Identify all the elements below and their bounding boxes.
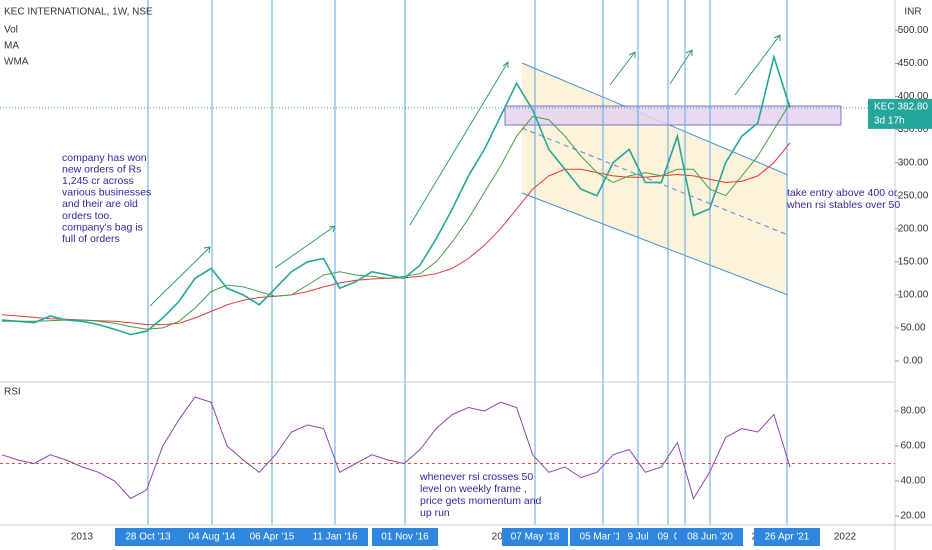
- annotation: when rsi stables over 50: [786, 199, 900, 211]
- annotation: take entry above 400 or: [787, 187, 898, 199]
- arrows: [149, 34, 781, 307]
- y-tick-label: 500.00: [898, 25, 929, 36]
- time-label-box: [502, 528, 568, 546]
- time-label-box: [754, 528, 820, 546]
- time-label: 2013: [71, 532, 94, 543]
- y-tick-label: 300.00: [898, 157, 929, 168]
- annotation: and their are old: [62, 198, 138, 210]
- time-label: 201: [492, 532, 509, 543]
- rsi-tick-label: 40.00: [900, 476, 925, 487]
- zone: [504, 105, 842, 126]
- annotation: new orders of Rs: [62, 163, 141, 175]
- symbol: KEC: [874, 102, 895, 113]
- currency: INR: [904, 7, 921, 18]
- time-label: 9 Jul: [627, 532, 648, 543]
- rsi-tick-label: 80.00: [900, 406, 925, 417]
- y-tick-label: 50.00: [900, 323, 925, 334]
- y-tick-label: 250.00: [898, 190, 929, 201]
- annotation: full of orders: [62, 233, 120, 245]
- time-label-box: [115, 528, 181, 546]
- time-label-box: [372, 528, 438, 546]
- series-line: [1, 53, 791, 336]
- last-price-tag: [868, 98, 932, 129]
- time-label-box: [677, 528, 743, 546]
- indicator-label: Vol: [4, 25, 18, 36]
- y-tick-label: 350.00: [898, 124, 929, 135]
- annotation: up run: [420, 507, 450, 519]
- time-label: 07 May '18: [511, 532, 560, 543]
- y-tick-label: 0.00: [903, 356, 923, 367]
- y-tick-label: 450.00: [898, 58, 929, 69]
- time-label-box: [239, 528, 305, 546]
- time-label: 05 Mar '19: [580, 532, 627, 543]
- annotation: level on weekly frame ,: [420, 483, 527, 495]
- annotation: company's bag is: [62, 221, 143, 233]
- rsi-tick-label: 60.00: [900, 441, 925, 452]
- rsi-label: RSI: [4, 387, 21, 398]
- time-label-box: [302, 528, 368, 546]
- indicator-label: MA: [4, 41, 19, 52]
- y-tick-label: 100.00: [898, 290, 929, 301]
- y-tick-label: 400.00: [898, 91, 929, 102]
- chart-title: KEC INTERNATIONAL, 1W, NSE: [4, 7, 153, 18]
- time-label: 04 Aug '14: [189, 532, 236, 543]
- last-price: 382.80: [897, 102, 928, 113]
- annotation: company has won: [62, 152, 147, 164]
- time-label: 26 Apr '21: [765, 532, 810, 543]
- time-label-box: [619, 528, 657, 546]
- time-label: 2022: [834, 532, 857, 543]
- rsi-tick-label: 20.00: [900, 511, 925, 522]
- time-label: 09 D: [657, 532, 678, 543]
- channel-mid: [521, 127, 789, 236]
- indicator-label: WMA: [4, 57, 29, 68]
- time-label: 28 Oct '13: [125, 532, 171, 543]
- annotation: orders too.: [62, 210, 112, 222]
- time-label: 11 Jan '16: [312, 532, 358, 543]
- y-tick-label: 200.00: [898, 223, 929, 234]
- annotation: various businesses: [62, 187, 151, 199]
- annotation: 1,245 cr across: [62, 175, 134, 187]
- time-label: 01 Nov '16: [381, 532, 429, 543]
- series-line: [1, 396, 791, 500]
- time-label: 08 Jun '20: [687, 532, 733, 543]
- annotation: price gets momentum and: [420, 495, 542, 507]
- annotation: whenever rsi crosses 50: [419, 471, 533, 483]
- time-label-box: [179, 528, 245, 546]
- channel-bottom: [521, 192, 789, 296]
- countdown: 3d 17h: [874, 116, 905, 127]
- y-tick-label: 150.00: [898, 256, 929, 267]
- time-label: 06 Apr '15: [250, 532, 295, 543]
- series-line: [1, 142, 791, 326]
